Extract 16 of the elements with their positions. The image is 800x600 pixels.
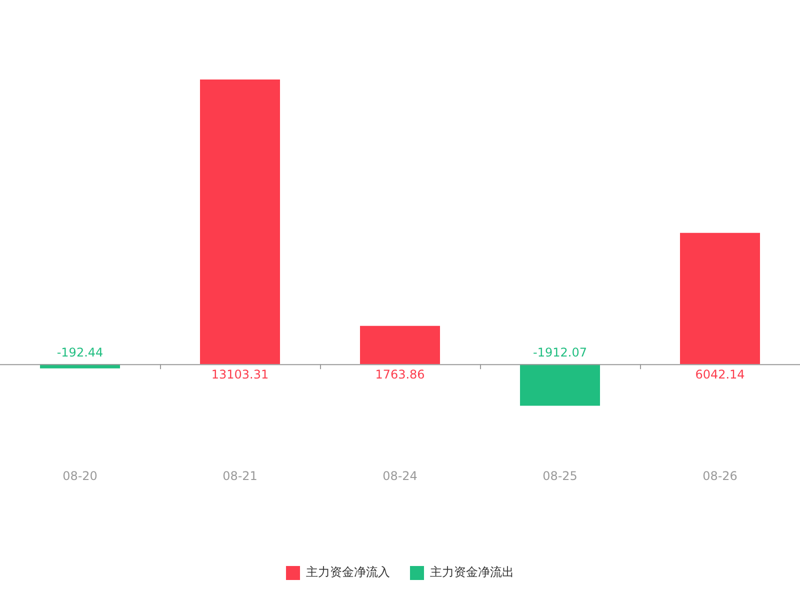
bar [360,326,440,364]
legend-label: 主力资金净流入 [306,565,390,580]
legend-label: 主力资金净流出 [430,565,514,580]
bar [520,364,600,406]
bar [200,79,280,364]
bar [680,232,760,364]
x-tick-label: 08-24 [382,468,418,483]
x-tick-label: 08-20 [62,468,98,483]
data-label: -192.44 [56,345,104,360]
x-tick-label: 08-25 [542,468,578,483]
data-label: -1912.07 [533,345,587,360]
data-label: 1763.86 [375,367,425,382]
x-tick-label: 08-21 [222,468,258,483]
data-label: 6042.14 [695,367,745,382]
x-tick-label: 08-26 [702,468,738,483]
data-label: 13103.31 [211,367,269,382]
